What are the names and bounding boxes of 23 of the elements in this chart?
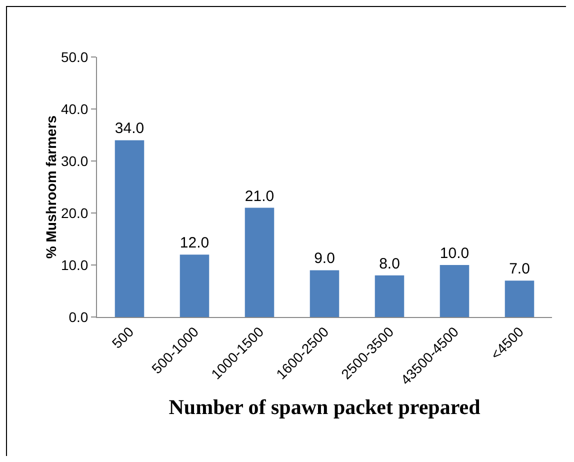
bar [114, 140, 144, 317]
y-tick-label: 0.0 [68, 308, 88, 325]
y-tick-label: 40.0 [60, 100, 88, 117]
bar [180, 254, 210, 317]
bar [504, 280, 534, 317]
data-label: 9.0 [314, 250, 335, 268]
bar [310, 270, 340, 317]
x-tick-label: 500 [108, 323, 137, 352]
y-tick-label: 10.0 [60, 256, 88, 273]
data-label: 7.0 [509, 260, 530, 278]
bar [440, 265, 470, 317]
y-tick-label: 50.0 [60, 48, 88, 65]
data-label: 21.0 [244, 188, 274, 205]
data-label: 12.0 [180, 234, 210, 252]
y-tick-label: 30.0 [60, 152, 88, 169]
y-tick-label: 20.0 [60, 204, 88, 221]
bar [374, 275, 404, 317]
data-label: 8.0 [379, 255, 400, 272]
data-label: 10.0 [440, 245, 470, 262]
x-axis-title: Number of spawn packet prepared [168, 394, 481, 419]
bar [244, 208, 274, 317]
data-label: 34.0 [114, 120, 144, 138]
y-axis-title: % Mushroom farmers [42, 115, 59, 259]
